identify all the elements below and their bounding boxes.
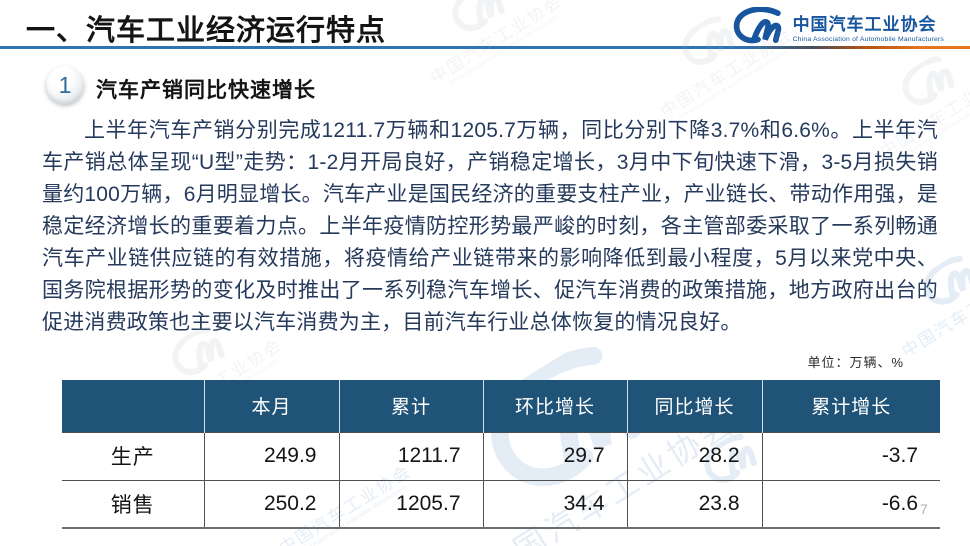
table-header-cumulative: 累计 [338, 380, 483, 432]
row-label: 生产 [62, 431, 204, 480]
cell-value: -6.6 [761, 479, 940, 529]
section-number-badge: 1 [46, 66, 84, 104]
table-header-cumulative-growth: 累计增长 [761, 380, 940, 432]
watermark-text: 中国汽车工业协会 [427, 0, 567, 88]
cell-value: 249.9 [203, 431, 339, 480]
table-row-production: 生产 249.9 1211.7 29.7 28.2 -3.7 [62, 431, 940, 480]
table-row-sales: 销售 250.2 1205.7 34.4 23.8 -6.6 [62, 479, 940, 529]
page-number: 7 [920, 501, 928, 517]
page-title: 一、汽车工业经济运行特点 [26, 15, 387, 47]
table-header-yoy-growth: 同比增长 [626, 380, 762, 432]
logo-org-name-cn: 中国汽车工业协会 [792, 14, 937, 34]
unit-note: 单位：万辆、% [807, 355, 904, 370]
table-header-mom-growth: 环比增长 [482, 380, 627, 432]
logo-org-name-en: China Association of Automobile Manufact… [792, 35, 944, 43]
logo-text: 中国汽车工业协会 China Association of Automobile… [793, 10, 944, 43]
cell-value: 28.2 [626, 431, 762, 480]
section-title: 汽车产销同比快速增长 [96, 79, 316, 102]
cell-value: -3.7 [761, 431, 940, 480]
row-label: 销售 [62, 479, 204, 529]
cell-value: 23.8 [626, 479, 762, 529]
body-paragraph: 上半年汽车产销分别完成1211.7万辆和1205.7万辆，同比分别下降3.7%和… [42, 119, 938, 334]
table-header-blank [62, 380, 204, 432]
caam-logo: 中国汽车工业协会 China Association of Automobile… [731, 7, 944, 45]
table-header-row: 本月 累计 环比增长 同比增长 累计增长 [62, 380, 940, 432]
cell-value: 1205.7 [338, 479, 483, 529]
cell-value: 1211.7 [338, 431, 483, 480]
cell-value: 34.4 [482, 479, 627, 529]
cell-value: 29.7 [482, 431, 627, 480]
cell-value: 250.2 [203, 479, 339, 529]
production-sales-table: 本月 累计 环比增长 同比增长 累计增长 生产 249.9 1211.7 29.… [62, 380, 940, 529]
table-header-current-month: 本月 [203, 380, 339, 432]
header-divider [0, 46, 970, 49]
caam-cm-icon [733, 7, 781, 44]
watermark-subtext: China Association of Automobile Manufact… [448, 15, 559, 87]
